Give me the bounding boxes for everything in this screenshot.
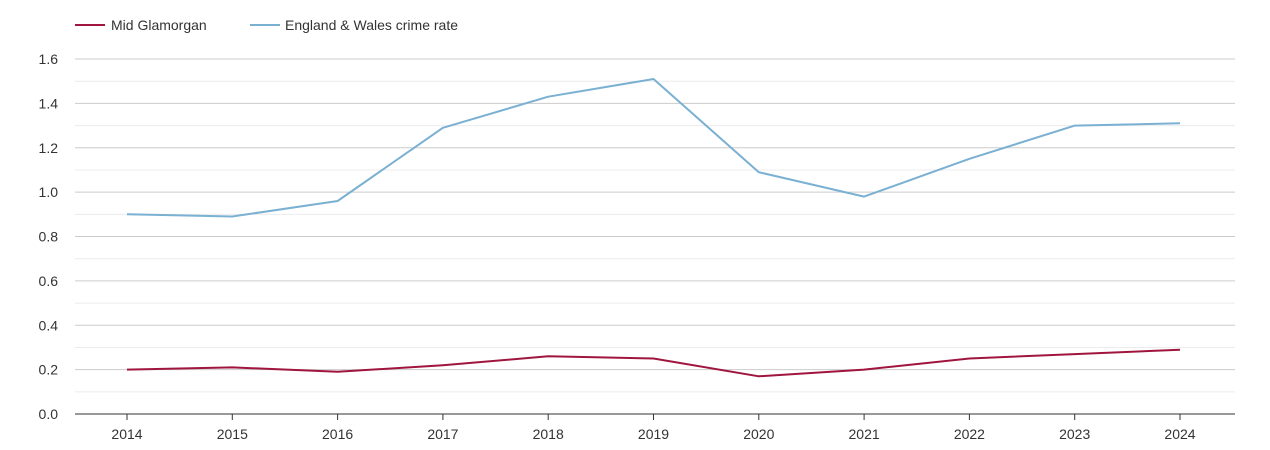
grid: [75, 58, 1235, 393]
y-tick-label: 1.0: [39, 184, 59, 200]
x-tick-label: 2023: [1059, 426, 1090, 442]
x-tick-label: 2016: [322, 426, 353, 442]
x-tick-label: 2015: [217, 426, 248, 442]
x-tick-label: 2022: [954, 426, 985, 442]
legend-item-mid-glamorgan[interactable]: Mid Glamorgan: [75, 17, 207, 33]
y-tick-label: 0.8: [39, 229, 59, 245]
x-tick-label: 2021: [849, 426, 880, 442]
series-line-mid-glamorgan: [126, 348, 1181, 378]
y-tick-label: 0.0: [39, 406, 59, 422]
y-tick-label: 0.4: [39, 317, 59, 333]
y-tick-label: 0.6: [39, 273, 59, 289]
legend: Mid Glamorgan England & Wales crime rate: [75, 17, 458, 33]
legend-label-mid-glamorgan: Mid Glamorgan: [111, 17, 207, 33]
series-line-england-wales-crime-rate: [126, 78, 1181, 218]
x-tick-label: 2014: [111, 426, 142, 442]
series-lines: [126, 78, 1181, 378]
x-tick-label: 2019: [638, 426, 669, 442]
x-tick-label: 2018: [533, 426, 564, 442]
x-tick-label: 2020: [743, 426, 774, 442]
x-axis: 2014 2015 2016 2017 2018 2019 2020 2021 2022 2023…: [111, 414, 1196, 442]
y-tick-label: 1.6: [39, 51, 59, 67]
legend-item-england-wales[interactable]: England & Wales crime rate: [250, 17, 458, 33]
y-tick-label: 1.2: [39, 140, 59, 156]
x-tick-label: 2017: [427, 426, 458, 442]
y-tick-label: 0.2: [39, 362, 59, 378]
legend-label-england-wales: England & Wales crime rate: [285, 17, 458, 33]
y-tick-label: 1.4: [39, 95, 59, 111]
y-axis: 0.0 0.2 0.4 0.6 0.8 1.0 1.2 1.4 1.6: [39, 51, 59, 422]
x-tick-label: 2024: [1164, 426, 1195, 442]
